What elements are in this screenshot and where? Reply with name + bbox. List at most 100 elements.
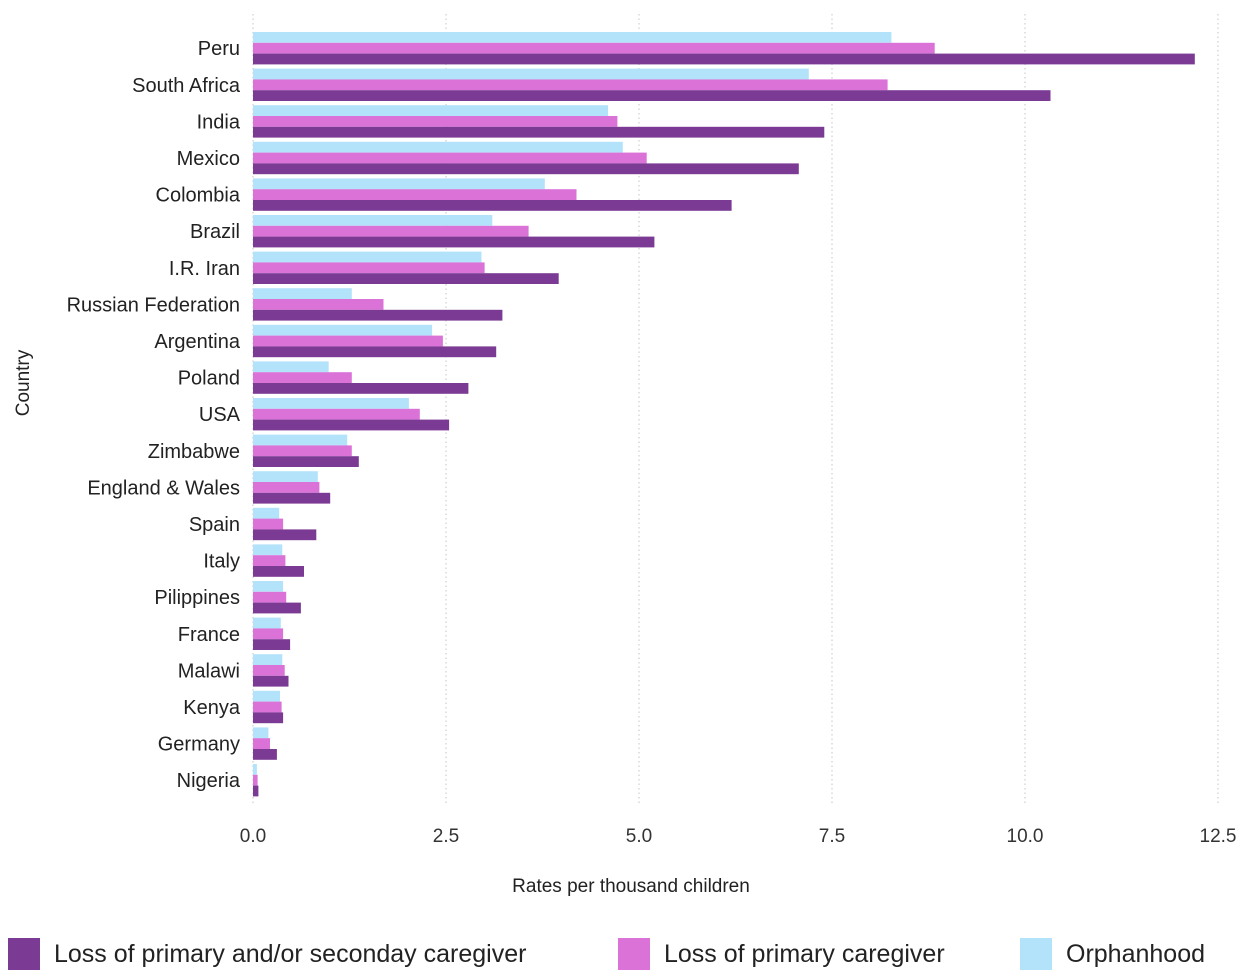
bar <box>253 335 443 347</box>
bar <box>253 764 257 775</box>
category-label: Russian Federation <box>67 294 240 316</box>
bar <box>253 163 799 175</box>
bar <box>253 690 280 702</box>
category-label: Colombia <box>156 185 241 207</box>
bar <box>253 566 304 577</box>
bar <box>253 200 732 211</box>
category-label: Kenya <box>183 697 241 719</box>
bar <box>253 774 258 786</box>
category-label: Zimbabwe <box>148 441 240 463</box>
bar <box>253 482 320 493</box>
category-label: Brazil <box>190 221 240 243</box>
bar <box>253 32 892 43</box>
x-tick-label: 0.0 <box>240 826 266 847</box>
bar <box>253 79 888 91</box>
bar <box>253 42 935 54</box>
category-label: India <box>197 111 241 133</box>
category-label: Poland <box>178 368 240 390</box>
bar <box>253 749 277 760</box>
legend-swatch <box>8 938 40 970</box>
bar <box>253 727 269 739</box>
bar <box>253 105 609 116</box>
bar <box>253 225 529 237</box>
bar <box>253 346 497 358</box>
bar <box>253 116 618 127</box>
bar <box>253 419 450 431</box>
bar <box>253 639 291 650</box>
bar <box>253 309 503 321</box>
bar <box>253 456 359 467</box>
bar <box>253 785 259 797</box>
bar <box>253 507 280 519</box>
legend: Loss of primary and/or seconday caregive… <box>0 938 1244 975</box>
category-label: I.R. Iran <box>169 258 240 280</box>
legend-item-secondary: Loss of primary and/or seconday caregive… <box>8 938 526 970</box>
x-tick-label: 5.0 <box>626 826 652 847</box>
category-label: USA <box>199 404 241 426</box>
legend-item-orphanhood: Orphanhood <box>1020 938 1205 970</box>
bar <box>253 398 409 409</box>
bars-group <box>253 32 1195 797</box>
category-label: South Africa <box>132 75 241 97</box>
legend-label: Loss of primary and/or seconday caregive… <box>54 939 527 968</box>
category-label: Spain <box>189 514 240 536</box>
bar <box>253 215 493 226</box>
bar <box>253 408 420 420</box>
bar <box>253 701 282 713</box>
bar <box>253 555 286 566</box>
bar <box>253 141 623 153</box>
bar <box>253 665 285 676</box>
bar <box>253 529 317 541</box>
bar <box>253 712 284 724</box>
x-axis-title: Rates per thousand children <box>512 876 750 897</box>
bar <box>253 299 384 310</box>
bar <box>253 90 1051 101</box>
legend-swatch <box>1020 938 1052 970</box>
bar <box>253 236 655 248</box>
bar <box>253 68 809 80</box>
category-label: Pilippines <box>154 587 240 609</box>
legend-label: Loss of primary caregiver <box>664 939 945 968</box>
bar <box>253 361 329 373</box>
bar <box>253 152 647 164</box>
bar <box>253 518 284 530</box>
x-tick-label: 12.5 <box>1200 826 1237 847</box>
category-label: Mexico <box>177 148 240 170</box>
bar-chart: Peru South Africa India Mexico Colombia Brazi… <box>13 14 1237 897</box>
x-tick-label: 7.5 <box>819 826 845 847</box>
bar <box>253 544 283 556</box>
bar <box>253 178 545 190</box>
legend-label: Orphanhood <box>1066 939 1206 968</box>
bar <box>253 262 485 274</box>
bar <box>253 273 559 284</box>
bar <box>253 654 283 665</box>
bar <box>253 126 825 138</box>
legend-item-primary: Loss of primary caregiver <box>618 938 945 970</box>
bar <box>253 628 284 640</box>
category-label: Argentina <box>154 331 240 353</box>
bar <box>253 324 433 336</box>
category-labels: Peru South Africa India Mexico Colombia Brazi… <box>67 38 241 792</box>
category-label: England & Wales <box>87 477 240 499</box>
bar <box>253 591 287 603</box>
bar <box>253 445 352 457</box>
category-label: Germany <box>158 734 240 756</box>
bar <box>253 288 352 299</box>
bar <box>253 189 577 200</box>
bar <box>253 492 331 504</box>
category-label: Nigeria <box>177 770 241 792</box>
bar <box>253 738 270 749</box>
category-label: Italy <box>203 551 240 573</box>
category-label: Peru <box>198 38 240 60</box>
bar <box>253 617 281 629</box>
bar <box>253 383 469 394</box>
category-label: Malawi <box>178 660 240 682</box>
legend-swatch <box>618 938 650 970</box>
category-label: France <box>178 624 240 646</box>
bar <box>253 53 1195 65</box>
bar <box>253 581 284 592</box>
x-tick-label: 2.5 <box>433 826 459 847</box>
x-tick-label: 10.0 <box>1007 826 1044 847</box>
y-axis-title: Country <box>13 349 34 416</box>
bar <box>253 434 348 446</box>
